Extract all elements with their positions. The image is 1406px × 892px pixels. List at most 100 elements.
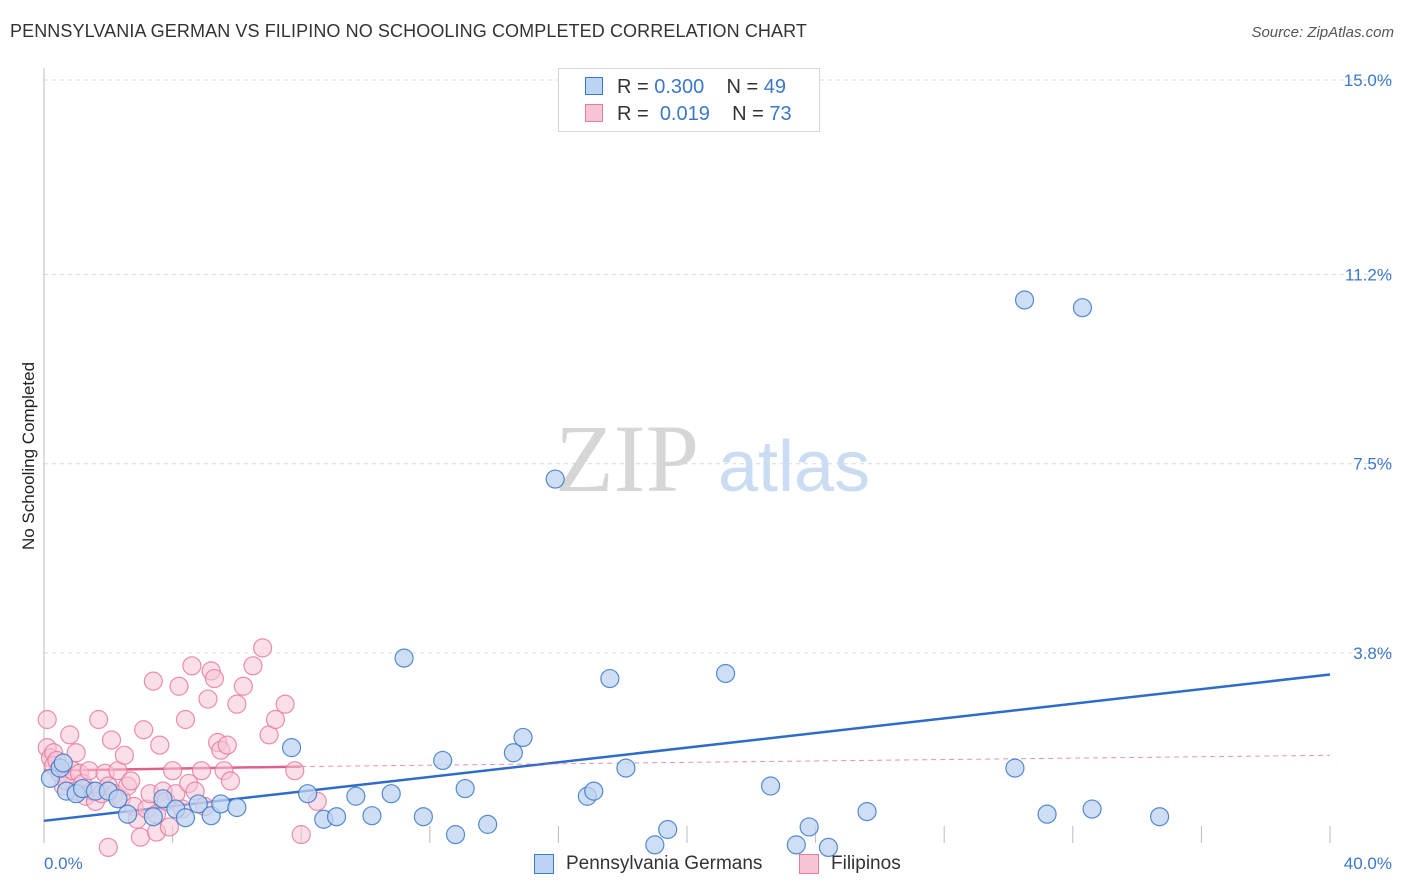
point-filipinos <box>89 709 109 730</box>
legend-n-label: N = <box>732 103 770 125</box>
point-pennsylvania-germans <box>188 794 208 814</box>
point-pennsylvania-germans <box>281 738 302 758</box>
y-tick-label: 7.5% <box>1353 455 1392 474</box>
point-filipinos <box>175 709 196 730</box>
x-tick-label: 40.0% <box>1344 854 1392 873</box>
trend-line-filipinos-extension <box>301 754 1331 768</box>
point-pennsylvania-germans <box>545 469 565 489</box>
legend-swatch-blue <box>585 77 603 95</box>
point-filipinos <box>143 671 163 691</box>
point-filipinos <box>98 837 118 858</box>
point-pennsylvania-germans <box>175 808 196 828</box>
legend-n-value: 73 <box>769 103 792 125</box>
bottom-legend-swatch-pink <box>799 854 819 874</box>
point-pennsylvania-germans <box>455 778 475 799</box>
point-filipinos <box>121 771 141 791</box>
point-pennsylvania-germans <box>433 750 453 771</box>
point-pennsylvania-germans <box>117 804 138 824</box>
point-pennsylvania-germans <box>786 835 806 855</box>
point-filipinos <box>101 730 122 750</box>
source-label: Source: ZipAtlas.com <box>1251 24 1394 41</box>
point-pennsylvania-germans <box>645 835 665 855</box>
point-filipinos <box>37 709 57 730</box>
bottom-legend-label: Filipinos <box>831 853 901 874</box>
point-filipinos <box>163 761 183 781</box>
point-pennsylvania-germans <box>715 663 736 684</box>
y-tick-label: 3.8% <box>1353 644 1392 663</box>
point-pennsylvania-germans <box>381 784 401 804</box>
point-pennsylvania-germans <box>503 743 523 763</box>
point-pennsylvania-germans <box>1082 799 1102 819</box>
point-filipinos <box>217 735 237 755</box>
point-pennsylvania-germans <box>658 819 678 840</box>
point-filipinos <box>233 676 253 696</box>
point-filipinos <box>66 743 86 763</box>
chart-title: PENNSYLVANIA GERMAN VS FILIPINO NO SCHOO… <box>10 21 808 41</box>
point-filipinos <box>204 668 224 689</box>
point-pennsylvania-germans <box>600 668 620 689</box>
y-tick-label: 11.2% <box>1345 265 1392 284</box>
point-pennsylvania-germans <box>857 801 877 822</box>
legend-r-value: 0.300 <box>654 76 705 98</box>
point-filipinos <box>150 735 170 755</box>
point-pennsylvania-germans <box>53 753 73 773</box>
point-filipinos <box>227 694 247 714</box>
point-filipinos <box>275 694 295 714</box>
point-pennsylvania-germans <box>584 781 604 801</box>
legend-swatch-pink <box>585 104 603 122</box>
grid-lines <box>44 79 1392 654</box>
point-filipinos <box>182 656 202 676</box>
point-pennsylvania-germans <box>143 807 163 827</box>
point-pennsylvania-germans <box>818 837 839 858</box>
point-filipinos <box>134 720 154 740</box>
point-pennsylvania-germans <box>478 814 498 834</box>
tick-labels: 3.8% 7.5% 11.2% 15.0% 0.0% 40.0% <box>44 71 1392 873</box>
point-filipinos <box>60 725 80 745</box>
y-axis-title: No Schooling Completed <box>19 362 38 550</box>
point-pennsylvania-germans <box>298 784 318 804</box>
point-pennsylvania-germans <box>1005 758 1025 778</box>
point-filipinos <box>243 656 263 676</box>
point-pennsylvania-germans <box>616 758 636 778</box>
watermark-zip: ZIP <box>555 405 699 512</box>
point-filipinos <box>253 638 273 658</box>
point-filipinos <box>191 761 212 781</box>
bottom-legend-label: Pennsylvania Germans <box>566 853 763 874</box>
point-pennsylvania-germans <box>760 776 781 796</box>
point-pennsylvania-germans <box>326 807 347 827</box>
point-pennsylvania-germans <box>445 825 466 845</box>
point-filipinos <box>130 827 151 847</box>
point-pennsylvania-germans <box>1014 290 1035 310</box>
legend-n-label: N = <box>726 76 764 98</box>
point-filipinos <box>265 709 286 730</box>
y-tick-label: 15.0% <box>1344 71 1392 90</box>
point-pennsylvania-germans <box>362 806 382 826</box>
point-pennsylvania-germans <box>513 727 533 748</box>
point-pennsylvania-germans <box>211 794 231 814</box>
legend-text: R = 0.300 N = 49 <box>617 75 786 99</box>
point-filipinos <box>198 689 218 709</box>
point-pennsylvania-germans <box>346 786 366 806</box>
point-filipinos <box>285 761 305 781</box>
point-filipinos <box>220 771 241 791</box>
watermark: ZIP atlas <box>555 405 870 512</box>
point-pennsylvania-germans <box>1072 298 1093 318</box>
point-pennsylvania-germans <box>108 789 128 809</box>
point-pennsylvania-germans <box>227 797 247 818</box>
legend-r-value: 0.019 <box>659 103 710 125</box>
point-pennsylvania-germans <box>394 648 414 668</box>
point-filipinos <box>79 761 99 781</box>
legend-r-label: R = <box>617 103 655 125</box>
point-filipinos <box>169 676 189 696</box>
point-filipinos <box>291 825 311 845</box>
point-pennsylvania-germans <box>153 789 173 809</box>
point-pennsylvania-germans <box>413 807 433 827</box>
point-pennsylvania-germans <box>1150 807 1170 827</box>
point-pennsylvania-germans <box>799 817 819 837</box>
legend-r-label: R = <box>617 76 655 98</box>
x-tick-label: 0.0% <box>44 854 83 873</box>
legend-text: R = 0.019 N = 73 <box>617 102 792 126</box>
point-filipinos <box>159 817 179 837</box>
watermark-atlas: atlas <box>718 427 870 507</box>
point-pennsylvania-germans <box>1037 804 1057 824</box>
